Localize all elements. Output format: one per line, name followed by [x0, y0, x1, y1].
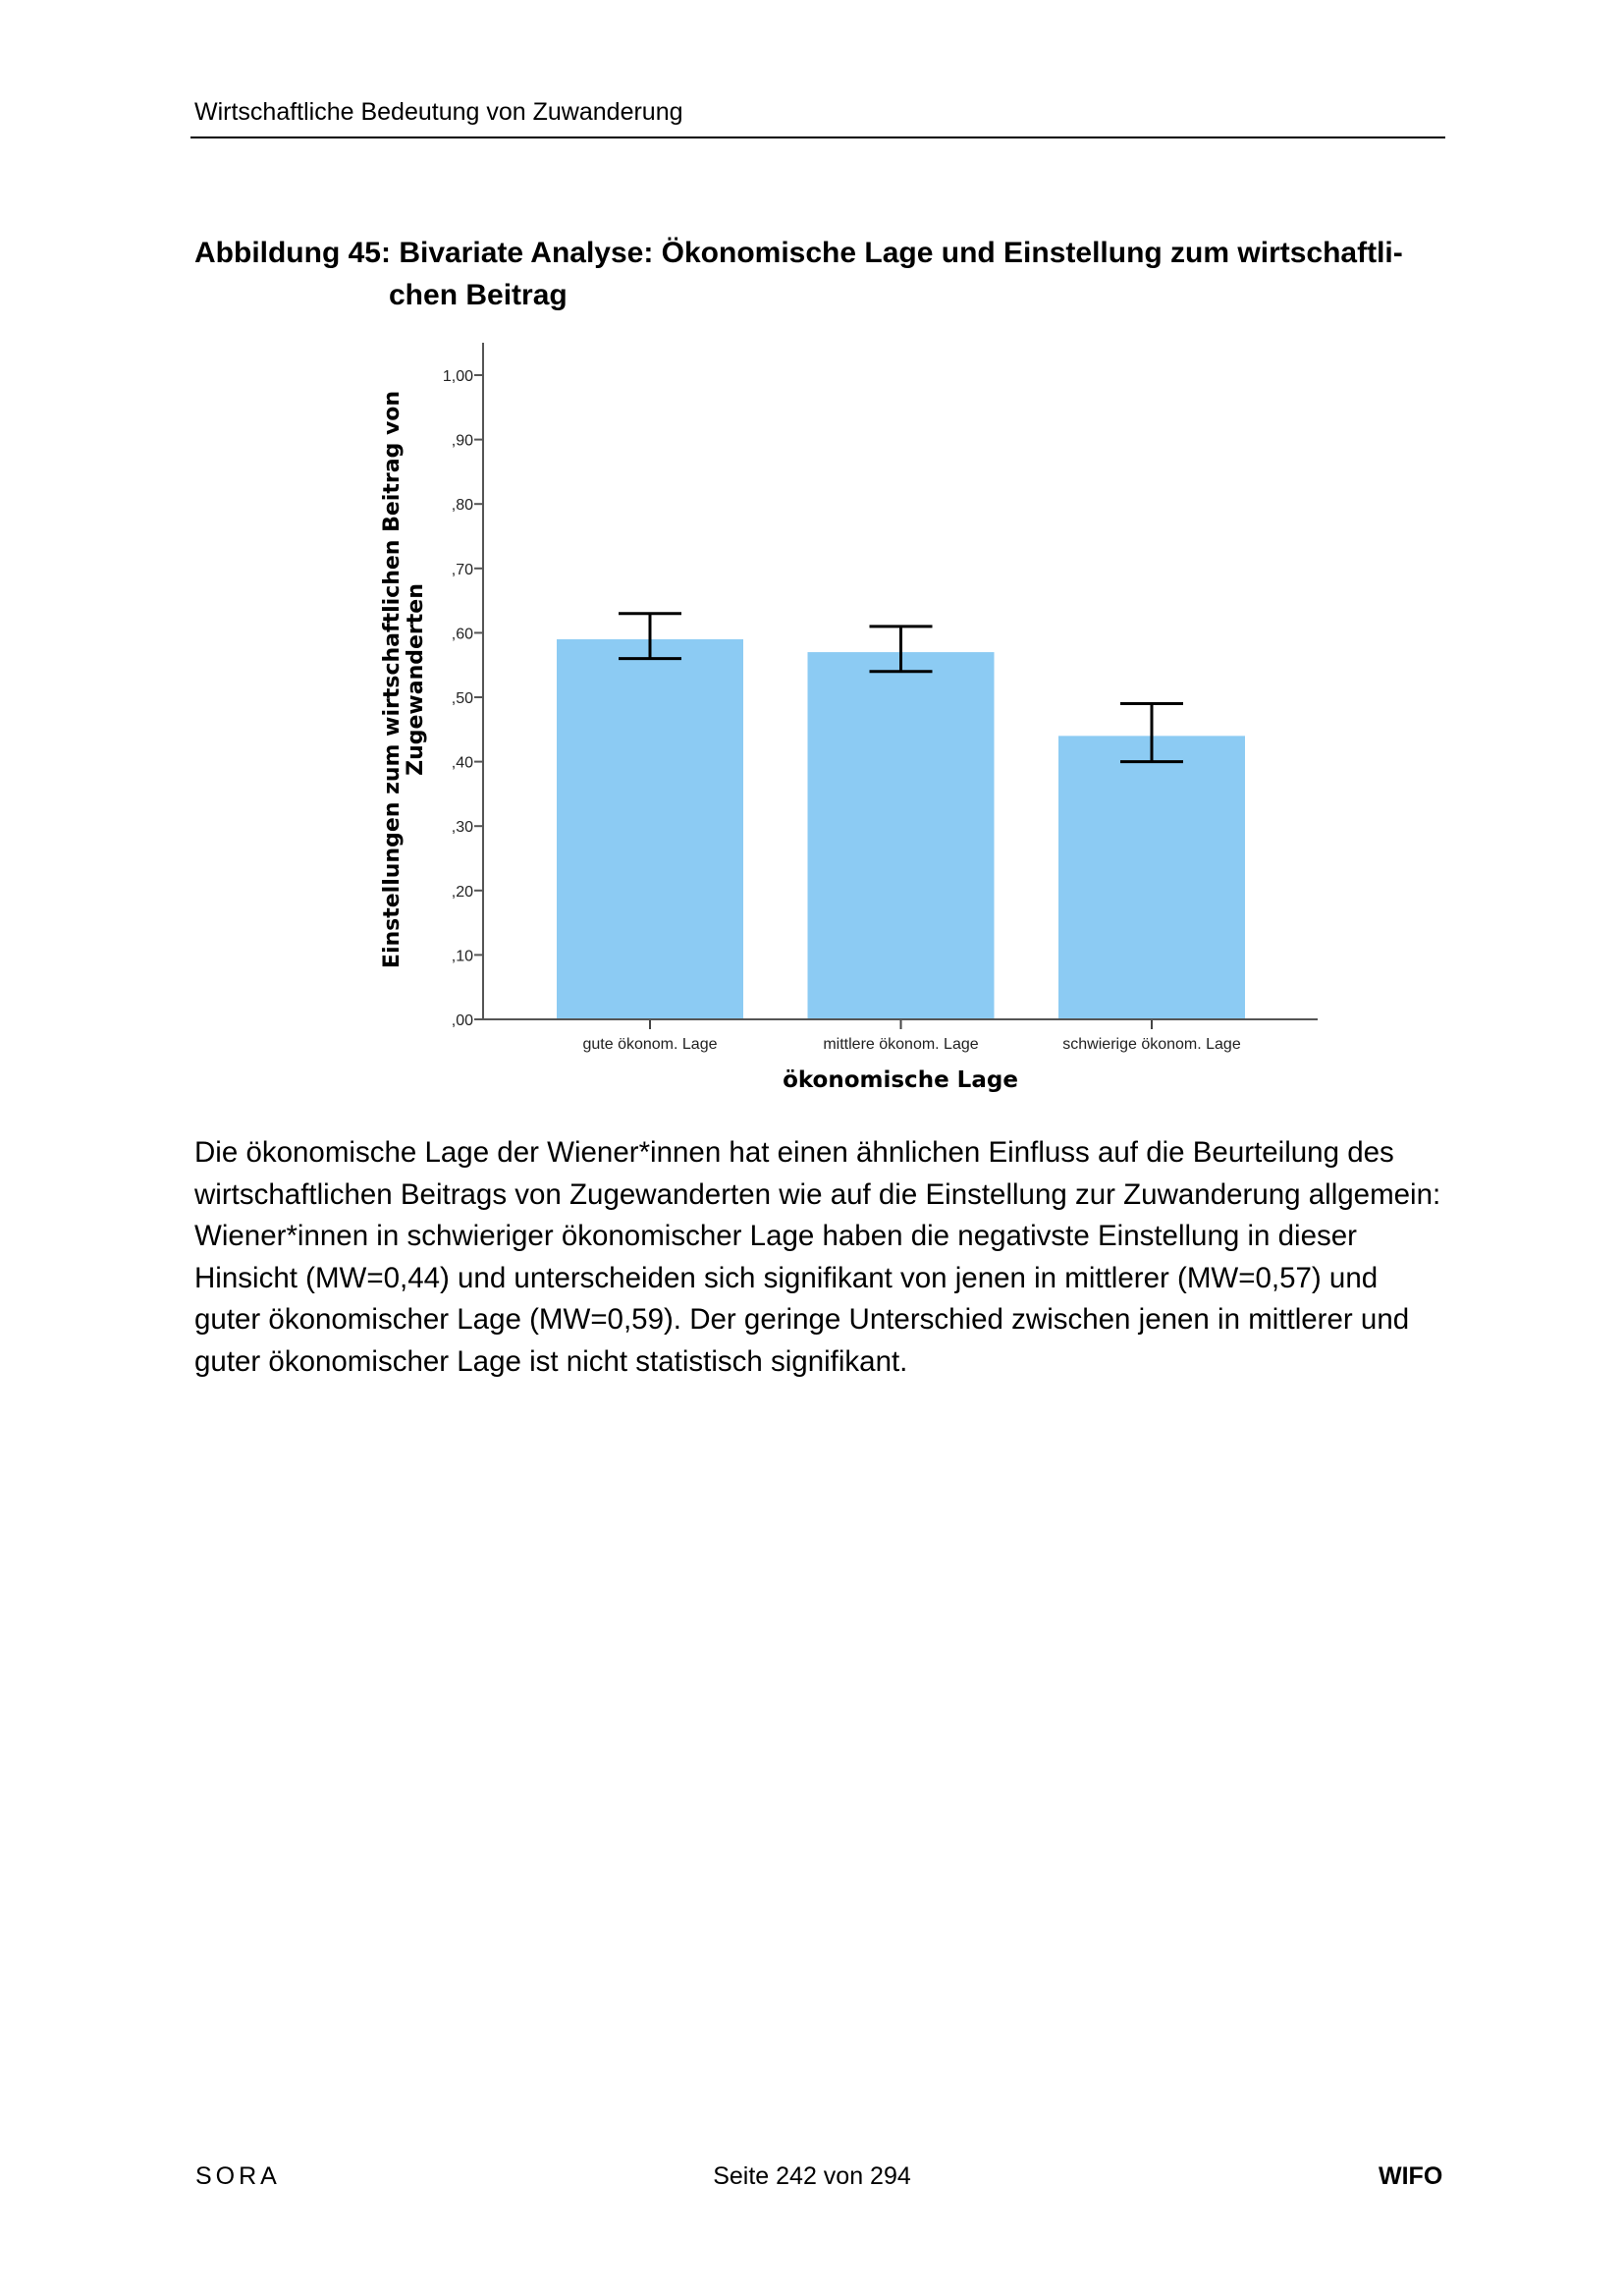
y-tick-label-8: ,80: [452, 497, 473, 514]
y-tick-label-6: ,60: [452, 626, 473, 642]
footer-sora-logo: SORA: [195, 2162, 281, 2190]
running-header: Wirtschaftliche Bedeutung von Zuwanderun…: [194, 98, 683, 126]
y-axis-title-line1: Einstellungen zum wirtschaftlichen Beitr…: [380, 391, 405, 968]
body-paragraph: Die ökonomische Lage der Wiener*innen ha…: [194, 1136, 1441, 1378]
y-tick-label-9: ,90: [452, 433, 473, 450]
bar-2: [1058, 736, 1245, 1019]
x-axis-title: ökonomische Lage: [783, 1067, 1018, 1093]
x-tick-label-2: schwierige ökonom. Lage: [1062, 1036, 1241, 1053]
y-tick-label-3: ,30: [452, 819, 473, 836]
y-tick-label-7: ,70: [452, 562, 473, 578]
footer-wifo-logo: WIFO: [1379, 2162, 1443, 2190]
y-tick-label-4: ,40: [452, 755, 473, 772]
figure-title: Abbildung 45: Bivariate Analyse: Ökonomi…: [194, 232, 1461, 316]
bar-1: [807, 652, 995, 1019]
y-tick-label-10: 1,00: [443, 368, 473, 385]
x-tick-label-0: gute ökonom. Lage: [583, 1036, 718, 1053]
y-tick-label-0: ,00: [452, 1012, 473, 1029]
y-tick-label-2: ,20: [452, 884, 473, 901]
page-number: Seite 242 von 294: [713, 2162, 911, 2190]
bar-0: [557, 638, 743, 1019]
y-axis-title-line2: Zugewanderten: [404, 583, 428, 776]
x-tick-label-1: mittlere ökonom. Lage: [823, 1036, 978, 1053]
y-tick-label-1: ,10: [452, 948, 473, 964]
figure-title-line1: Abbildung 45: Bivariate Analyse: Ökonomi…: [194, 237, 1403, 269]
bar-chart: gute ökonom. Lage mittlere ökonom. Lage sc…: [380, 343, 1318, 1093]
header-divider: [190, 137, 1445, 138]
y-tick-label-5: ,50: [452, 690, 473, 707]
figure-title-line2: chen Beitrag: [389, 279, 568, 311]
